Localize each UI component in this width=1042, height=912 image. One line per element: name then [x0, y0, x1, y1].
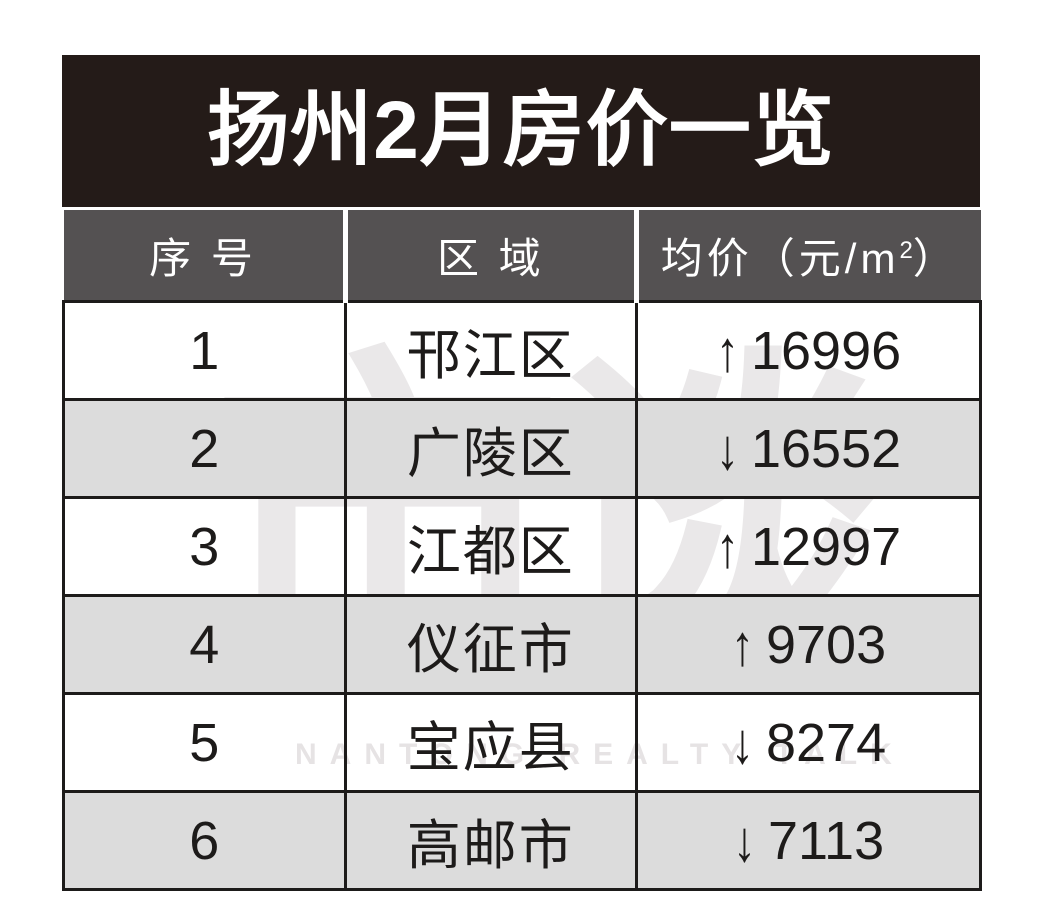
- table-row: 5 宝应县 ↓ 8274: [62, 692, 982, 793]
- price-value: 9703: [765, 614, 887, 675]
- price-value: 7113: [767, 810, 885, 871]
- price-cell: ↓ 8274: [635, 692, 982, 793]
- header-col-index: 序 号: [63, 210, 346, 302]
- title-bar: 扬州2月房价一览: [62, 55, 980, 207]
- region-cell: 江都区: [343, 496, 639, 597]
- row-index-cell: 2: [62, 398, 347, 499]
- price-cell: ↓ 16552: [635, 398, 982, 499]
- price-value: 16996: [750, 320, 902, 381]
- table-row: 2 广陵区 ↓ 16552: [62, 398, 982, 499]
- table-row: 4 仪征市 ↑ 9703: [62, 594, 982, 695]
- price-table: 序 号 区 域 均价（元/m2） 1 邗江区 ↑ 16996: [62, 210, 982, 891]
- row-index-cell: 5: [62, 692, 347, 793]
- table-row: 3 江都区 ↑ 12997: [62, 496, 982, 597]
- region-cell: 仪征市: [343, 594, 639, 695]
- trend-up-arrow-icon: ↑: [715, 514, 739, 579]
- price-value: 12997: [750, 516, 902, 577]
- price-header-suffix: ）: [912, 234, 959, 282]
- header-col-region: 区 域: [342, 210, 637, 302]
- price-cell: ↓ 7113: [635, 790, 982, 891]
- row-index-cell: 3: [62, 496, 347, 597]
- price-cell: ↑ 12997: [635, 496, 982, 597]
- trend-down-arrow-icon: ↓: [715, 416, 739, 481]
- price-header-prefix: 均价（元/m: [660, 234, 900, 282]
- region-cell: 邗江区: [343, 300, 639, 401]
- price-cell: ↑ 16996: [635, 300, 982, 401]
- row-index-cell: 6: [62, 790, 347, 891]
- trend-up-arrow-icon: ↑: [715, 318, 739, 383]
- region-cell: 宝应县: [343, 692, 639, 793]
- table-row: 1 邗江区 ↑ 16996: [62, 300, 982, 401]
- price-table-wrap: 市谈 NANTONG REALTY TALK 序 号 区 域 均价（元/m2） …: [62, 210, 982, 891]
- trend-up-arrow-icon: ↑: [730, 612, 754, 677]
- price-value: 16552: [750, 418, 902, 479]
- header-row: 序 号 区 域 均价（元/m2）: [63, 210, 981, 302]
- trend-down-arrow-icon: ↓: [730, 710, 754, 775]
- price-cell: ↑ 9703: [635, 594, 982, 695]
- region-cell: 高邮市: [343, 790, 639, 891]
- region-cell: 广陵区: [343, 398, 639, 499]
- price-header-superscript: 2: [899, 236, 913, 264]
- row-index-cell: 4: [62, 594, 347, 695]
- row-index-cell: 1: [62, 300, 347, 401]
- price-value: 8274: [765, 712, 887, 773]
- table-row: 6 高邮市 ↓ 7113: [62, 790, 982, 891]
- page-title: 扬州2月房价一览: [207, 85, 835, 176]
- header-col-price: 均价（元/m2）: [634, 210, 981, 302]
- trend-down-arrow-icon: ↓: [732, 808, 756, 873]
